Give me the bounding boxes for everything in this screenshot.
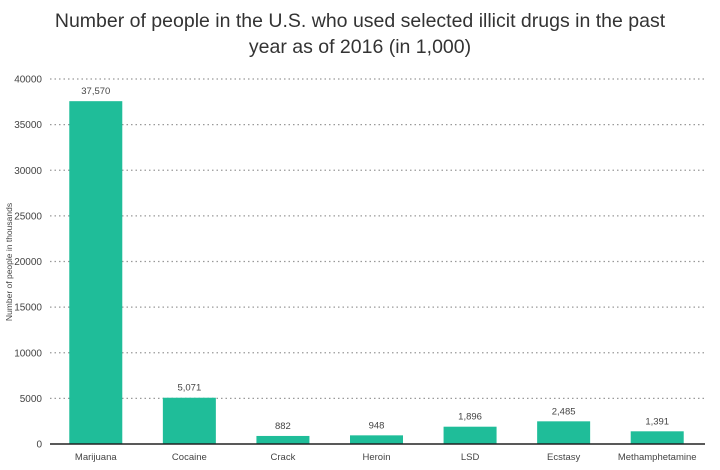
- data-label: 948: [369, 420, 385, 431]
- bar-methamphetamine: [630, 431, 684, 444]
- y-tick-label: 25000: [14, 211, 42, 222]
- data-label: 5,071: [177, 383, 201, 394]
- x-tick-label: Marijuana: [75, 452, 117, 463]
- bar-heroin: [350, 435, 403, 444]
- y-tick-label: 5000: [20, 394, 43, 405]
- y-tick-label: 10000: [14, 348, 42, 359]
- bar-lsd: [443, 426, 497, 444]
- chart-title-line-2: year as of 2016 (in 1,000): [248, 36, 472, 58]
- x-tick-label: Methamphetamine: [618, 452, 697, 463]
- data-label: 37,570: [81, 86, 110, 97]
- x-tick-label: Crack: [271, 452, 296, 463]
- y-tick-label: 35000: [14, 120, 42, 131]
- y-tick-label: 30000: [14, 166, 42, 177]
- y-tick-label: 0: [36, 440, 42, 451]
- data-label: 1,391: [645, 416, 669, 427]
- bar-marijuana: [69, 101, 123, 444]
- data-label: 1,896: [458, 412, 482, 423]
- x-tick-label: Ecstasy: [547, 452, 581, 463]
- data-label: 2,485: [552, 406, 576, 417]
- chart-title: Number of people in the U.S. who used se…: [0, 8, 720, 60]
- x-tick-label: Cocaine: [172, 452, 207, 463]
- bar-crack: [256, 435, 310, 444]
- bar-ecstasy: [537, 421, 591, 444]
- x-tick-label: Heroin: [363, 452, 391, 463]
- y-tick-label: 15000: [14, 303, 42, 314]
- bar-cocaine: [162, 397, 216, 444]
- chart-title-line-1: Number of people in the U.S. who used se…: [54, 10, 666, 32]
- x-tick-label: LSD: [461, 452, 480, 463]
- y-tick-label: 20000: [14, 257, 42, 268]
- y-tick-label: 40000: [14, 75, 42, 86]
- y-axis-label: Number of people in thousands: [4, 203, 14, 321]
- data-label: 882: [275, 421, 291, 432]
